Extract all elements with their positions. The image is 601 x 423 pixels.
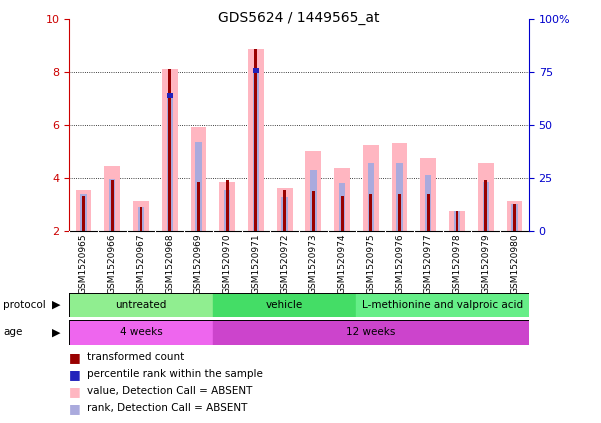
Text: GSM1520967: GSM1520967 [136, 233, 145, 294]
Bar [226, 180, 228, 231]
Text: ▶: ▶ [52, 327, 60, 338]
Bar [397, 163, 403, 231]
Text: ■: ■ [69, 368, 81, 381]
Text: protocol: protocol [3, 300, 46, 310]
Text: GSM1520965: GSM1520965 [79, 233, 88, 294]
Bar [425, 175, 432, 231]
Text: ▶: ▶ [52, 300, 60, 310]
Bar [310, 170, 317, 231]
Bar [224, 190, 230, 231]
Text: GDS5624 / 1449565_at: GDS5624 / 1449565_at [218, 11, 380, 25]
Text: rank, Detection Call = ABSENT: rank, Detection Call = ABSENT [87, 403, 248, 413]
Bar [483, 181, 489, 231]
Bar [312, 191, 315, 231]
Text: GSM1520969: GSM1520969 [194, 233, 203, 294]
Text: GSM1520970: GSM1520970 [222, 233, 231, 294]
Bar [213, 320, 529, 345]
Text: untreated: untreated [115, 300, 166, 310]
Text: GSM1520978: GSM1520978 [453, 233, 462, 294]
Bar [449, 211, 465, 231]
Bar [392, 143, 407, 231]
Bar [507, 201, 522, 231]
Text: GSM1520979: GSM1520979 [481, 233, 490, 294]
Bar [138, 207, 144, 231]
Bar [427, 194, 430, 231]
Bar [484, 180, 487, 231]
Bar [166, 96, 173, 231]
Bar [191, 127, 206, 231]
Text: L-methionine and valproic acid: L-methionine and valproic acid [362, 300, 523, 310]
Bar [513, 204, 516, 231]
Bar [168, 69, 171, 231]
Text: 4 weeks: 4 weeks [120, 327, 162, 338]
Bar [341, 196, 344, 231]
Bar [197, 181, 200, 231]
Text: GSM1520973: GSM1520973 [309, 233, 318, 294]
Bar [478, 163, 493, 231]
Text: GSM1520977: GSM1520977 [424, 233, 433, 294]
Text: GSM1520966: GSM1520966 [108, 233, 117, 294]
Text: GSM1520972: GSM1520972 [280, 233, 289, 294]
Bar [276, 188, 293, 231]
Text: GSM1520974: GSM1520974 [338, 233, 347, 294]
Bar [454, 211, 460, 231]
Text: value, Detection Call = ABSENT: value, Detection Call = ABSENT [87, 386, 252, 396]
Bar [76, 190, 91, 231]
Bar [195, 142, 201, 231]
Bar [363, 145, 379, 231]
Text: ■: ■ [69, 385, 81, 398]
Bar [370, 194, 372, 231]
Bar [81, 194, 87, 231]
Text: GSM1520971: GSM1520971 [251, 233, 260, 294]
Bar [111, 180, 114, 231]
Text: 12 weeks: 12 weeks [346, 327, 395, 338]
Text: transformed count: transformed count [87, 352, 185, 363]
Bar [105, 166, 120, 231]
Bar [281, 198, 288, 231]
Bar [421, 158, 436, 231]
Bar [339, 183, 345, 231]
Bar [305, 151, 322, 231]
Text: GSM1520980: GSM1520980 [510, 233, 519, 294]
Bar [254, 49, 257, 231]
Bar [213, 293, 356, 317]
Bar [109, 179, 115, 231]
Text: percentile rank within the sample: percentile rank within the sample [87, 369, 263, 379]
Bar [69, 320, 213, 345]
Bar [139, 207, 142, 231]
Bar [334, 168, 350, 231]
Bar [368, 163, 374, 231]
Bar [166, 93, 173, 98]
Text: GSM1520975: GSM1520975 [367, 233, 376, 294]
Bar [162, 69, 177, 231]
Bar [283, 190, 286, 231]
Bar [133, 201, 149, 231]
Text: ■: ■ [69, 351, 81, 364]
Text: vehicle: vehicle [266, 300, 304, 310]
Text: GSM1520968: GSM1520968 [165, 233, 174, 294]
Bar [253, 68, 259, 73]
Bar [253, 71, 259, 231]
Bar [219, 181, 235, 231]
Bar [456, 211, 459, 231]
Bar [356, 293, 529, 317]
Bar [82, 196, 85, 231]
Bar [248, 49, 264, 231]
Bar [511, 204, 517, 231]
Text: ■: ■ [69, 402, 81, 415]
Bar [69, 293, 213, 317]
Text: GSM1520976: GSM1520976 [395, 233, 404, 294]
Text: age: age [3, 327, 22, 338]
Bar [398, 194, 401, 231]
